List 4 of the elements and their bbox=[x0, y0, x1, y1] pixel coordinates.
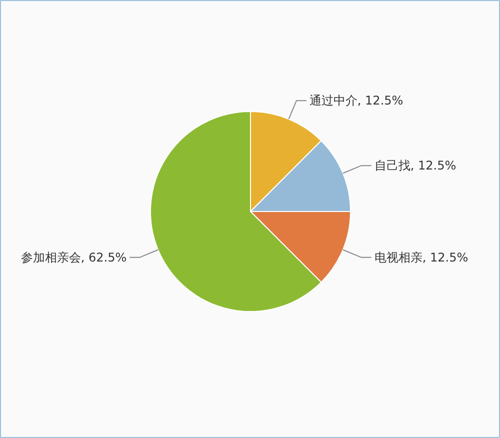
slice-label: 电视相亲, 12.5% bbox=[374, 250, 468, 264]
slice-label: 自己找, 12.5% bbox=[374, 158, 456, 173]
slice-label: 参加相亲会, 62.5% bbox=[20, 250, 127, 264]
slice-label: 通过中介, 12.5% bbox=[309, 94, 404, 108]
